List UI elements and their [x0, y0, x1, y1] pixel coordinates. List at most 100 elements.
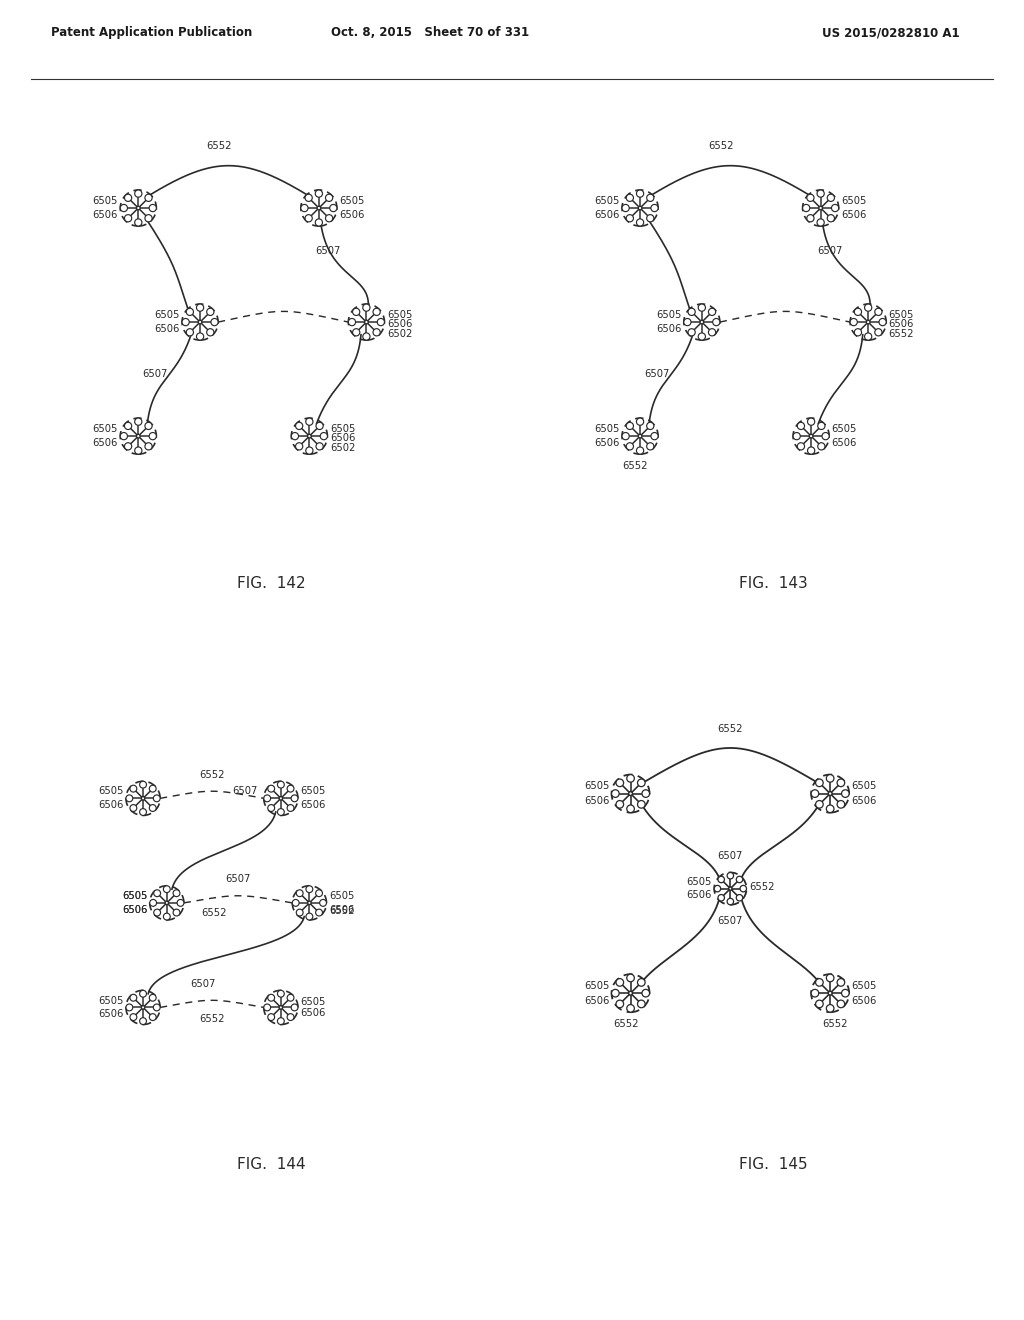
Circle shape	[874, 329, 882, 335]
Circle shape	[139, 809, 146, 816]
Text: 6507: 6507	[189, 978, 215, 989]
Circle shape	[150, 433, 157, 440]
Text: 6505: 6505	[594, 424, 620, 434]
Circle shape	[837, 800, 845, 808]
Circle shape	[317, 206, 321, 210]
Circle shape	[287, 1014, 294, 1020]
Text: 6506: 6506	[122, 904, 147, 915]
Circle shape	[616, 800, 624, 808]
Text: 6506: 6506	[98, 800, 124, 810]
Circle shape	[698, 304, 706, 312]
Text: 6505: 6505	[122, 891, 147, 902]
Circle shape	[611, 990, 620, 997]
Text: 6506: 6506	[155, 325, 179, 334]
Text: FIG.  145: FIG. 145	[738, 1156, 808, 1172]
Circle shape	[817, 190, 824, 197]
Text: 6552: 6552	[202, 908, 227, 919]
Circle shape	[831, 205, 839, 211]
Circle shape	[150, 994, 156, 1001]
Text: 6505: 6505	[831, 424, 857, 434]
Circle shape	[850, 318, 857, 326]
Text: 6507: 6507	[225, 874, 251, 884]
Text: 6505: 6505	[92, 195, 118, 206]
Circle shape	[874, 309, 882, 315]
Text: 6506: 6506	[329, 904, 354, 915]
Circle shape	[150, 899, 157, 907]
Circle shape	[316, 442, 324, 450]
Text: 6505: 6505	[686, 876, 712, 887]
Circle shape	[837, 1001, 845, 1007]
Text: 6552: 6552	[200, 770, 224, 780]
Circle shape	[186, 329, 194, 335]
Circle shape	[141, 797, 144, 800]
Circle shape	[373, 329, 380, 335]
Circle shape	[150, 1014, 156, 1020]
Circle shape	[729, 887, 732, 890]
Circle shape	[627, 442, 634, 450]
Circle shape	[126, 795, 133, 801]
Circle shape	[837, 779, 845, 787]
Text: 6505: 6505	[300, 787, 326, 796]
Circle shape	[306, 447, 313, 454]
Circle shape	[864, 333, 871, 341]
Circle shape	[145, 215, 153, 222]
Circle shape	[828, 792, 833, 796]
Circle shape	[130, 1014, 137, 1020]
Text: 6505: 6505	[852, 781, 877, 791]
Circle shape	[638, 800, 645, 808]
Circle shape	[811, 990, 819, 997]
Circle shape	[807, 194, 814, 202]
Circle shape	[135, 219, 142, 226]
Circle shape	[287, 785, 294, 792]
Circle shape	[727, 873, 733, 879]
Circle shape	[264, 795, 270, 801]
Circle shape	[150, 205, 157, 211]
Circle shape	[296, 909, 303, 916]
Circle shape	[827, 194, 835, 202]
Text: 6505: 6505	[122, 891, 147, 902]
Circle shape	[173, 890, 180, 896]
Text: 6506: 6506	[584, 796, 609, 807]
Text: 6552: 6552	[749, 882, 774, 892]
Circle shape	[173, 909, 180, 916]
Circle shape	[651, 433, 658, 440]
Circle shape	[199, 321, 202, 323]
Circle shape	[207, 329, 214, 335]
Circle shape	[362, 304, 370, 312]
Text: FIG.  143: FIG. 143	[738, 576, 808, 591]
Circle shape	[154, 795, 160, 801]
Circle shape	[307, 434, 311, 438]
Text: 6505: 6505	[841, 195, 866, 206]
Circle shape	[154, 890, 161, 896]
Circle shape	[616, 978, 624, 986]
Circle shape	[642, 789, 649, 797]
Circle shape	[826, 805, 834, 813]
Circle shape	[306, 913, 312, 920]
Circle shape	[811, 789, 819, 797]
Circle shape	[647, 194, 654, 202]
Circle shape	[287, 994, 294, 1001]
Circle shape	[154, 1005, 160, 1011]
Circle shape	[808, 447, 815, 454]
Circle shape	[125, 194, 132, 202]
Circle shape	[815, 800, 823, 808]
Circle shape	[305, 194, 312, 202]
Circle shape	[826, 1005, 834, 1012]
Text: 6506: 6506	[300, 800, 326, 810]
Circle shape	[637, 190, 644, 197]
Circle shape	[819, 206, 822, 210]
Text: 6507: 6507	[315, 246, 341, 256]
Circle shape	[145, 442, 153, 450]
Circle shape	[362, 333, 370, 341]
Circle shape	[315, 890, 323, 896]
Text: 6507: 6507	[817, 246, 843, 256]
Text: 6506: 6506	[300, 1007, 326, 1018]
Text: 6506: 6506	[852, 796, 877, 807]
Circle shape	[638, 978, 645, 986]
Circle shape	[319, 899, 327, 907]
Circle shape	[365, 321, 369, 323]
Circle shape	[818, 422, 825, 429]
Circle shape	[718, 876, 724, 883]
Circle shape	[727, 899, 733, 904]
Text: 6505: 6505	[387, 310, 413, 319]
